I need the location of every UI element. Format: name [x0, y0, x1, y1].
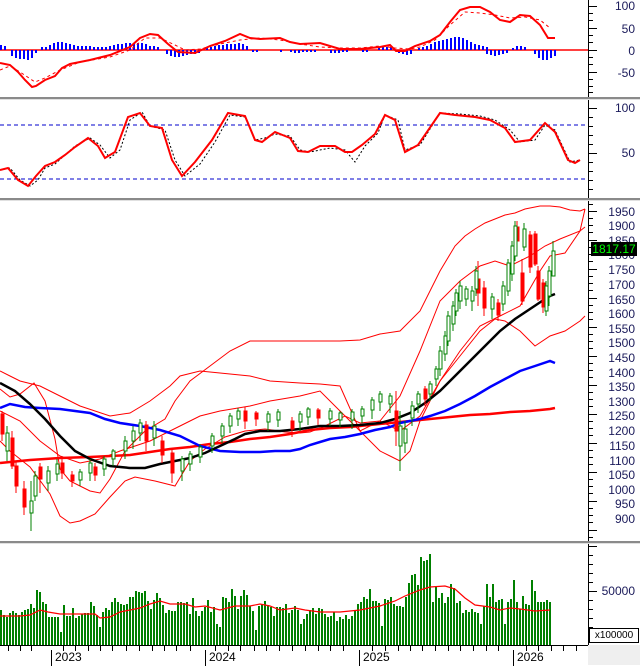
macd-label-neg50: -50 [617, 66, 635, 80]
price-label: 1750 [608, 263, 635, 277]
volume-label-50000: 50000 [601, 584, 635, 598]
price-panel [0, 201, 588, 541]
year-label-2026: 2026 [513, 650, 544, 666]
price-label: 1950 [608, 205, 635, 219]
price-label: 1650 [608, 293, 635, 307]
ma-long-line [0, 406, 556, 465]
price-label: 1600 [608, 307, 635, 321]
candlesticks [0, 221, 556, 531]
stochastic-panel [0, 100, 588, 198]
year-label-2023: 2023 [51, 650, 82, 666]
volume-panel [0, 544, 588, 645]
time-axis: 2023 2024 2025 2026 [0, 645, 588, 666]
macd-label-50: 50 [621, 22, 635, 36]
price-label: 1050 [608, 468, 635, 482]
stoch-label-50: 50 [621, 146, 635, 160]
macd-label-100: 100 [614, 0, 635, 13]
volume-bars [0, 554, 551, 645]
panel-divider[interactable] [0, 97, 640, 100]
macd-y-axis: 100 50 0 -50 [588, 0, 640, 97]
macd-panel [0, 0, 588, 97]
panel-divider[interactable] [0, 541, 640, 544]
panel-divider[interactable] [0, 198, 640, 201]
stoch-k-line [0, 111, 581, 188]
volume-ma-line [0, 585, 551, 619]
year-label-2024: 2024 [205, 650, 236, 666]
price-plot [0, 205, 586, 531]
bollinger-bands [0, 205, 586, 524]
price-label: 1000 [608, 483, 635, 497]
macd-plot [0, 6, 588, 89]
price-label: 950 [614, 497, 635, 511]
price-label: 1450 [608, 351, 635, 365]
stochastic-plot [0, 111, 588, 188]
price-label: 1900 [608, 219, 635, 233]
price-label: 1400 [608, 366, 635, 380]
price-y-axis: 1950 1900 1850 1800 1750 1700 1650 1600 … [588, 201, 640, 541]
stochastic-y-axis: 100 50 [588, 100, 640, 198]
ma-medium-line [0, 359, 556, 454]
price-label: 1500 [608, 336, 635, 350]
last-price-tag: 1817.17 [591, 242, 637, 256]
price-label: 900 [614, 512, 635, 526]
axis-corner [588, 645, 640, 665]
price-label: 1550 [608, 322, 635, 336]
price-label: 1100 [609, 454, 635, 468]
volume-plot [0, 554, 551, 645]
year-label-2025: 2025 [359, 650, 390, 666]
macd-label-0: 0 [628, 44, 635, 58]
price-label: 1200 [608, 424, 635, 438]
macd-histogram [0, 37, 556, 60]
price-label: 1350 [608, 380, 635, 394]
volume-unit-label: x100000 [589, 628, 639, 643]
price-label: 1250 [608, 409, 635, 423]
stoch-d-line [0, 111, 581, 187]
price-label: 1700 [608, 278, 635, 292]
price-label: 1300 [608, 395, 635, 409]
stoch-label-100: 100 [614, 101, 635, 115]
price-label: 1150 [609, 439, 635, 453]
macd-line [0, 6, 555, 89]
